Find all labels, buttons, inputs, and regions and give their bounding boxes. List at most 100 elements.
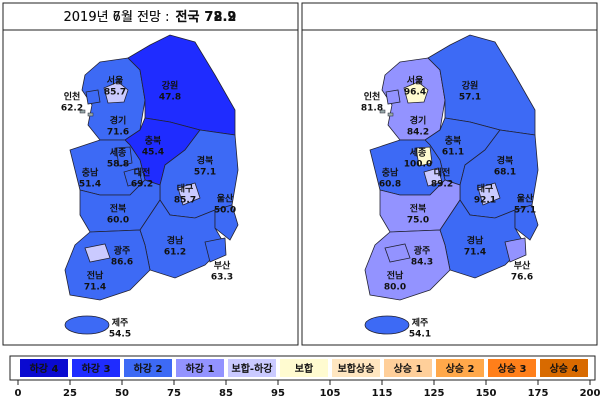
region-name: 대전: [434, 167, 451, 179]
region-value: 71.6: [107, 128, 129, 138]
legend-swatch: [384, 359, 432, 377]
region: [214, 204, 239, 241]
region-value: 71.4: [464, 248, 486, 258]
legend-tick-label: 85: [219, 388, 233, 399]
legend-swatch: [332, 359, 380, 377]
legend-tick-label: 50: [115, 388, 129, 399]
legend-label: 상승 4: [550, 362, 579, 375]
title-text: 2019년 6월 전망 :: [64, 10, 170, 25]
legend-swatch: [20, 359, 68, 377]
region-value: 76.6: [511, 273, 533, 283]
region-name: 전남: [387, 270, 404, 282]
legend-swatch: [280, 359, 328, 377]
region-value: 81.8: [361, 104, 383, 114]
national-name: 전국: [175, 9, 199, 25]
legend-tick-label: 25: [63, 388, 77, 399]
region: [504, 237, 527, 263]
panel-title: 2019년 7월 전망 : 전국 78.2: [64, 9, 237, 25]
region-value: 84.3: [411, 258, 433, 268]
region-name: 서울: [107, 75, 124, 87]
region-value: 57.1: [514, 206, 536, 216]
legend-label: 상승 1: [394, 362, 423, 375]
region-name: 서울: [407, 75, 424, 87]
legend-tick-label: 0: [15, 388, 22, 399]
region-value: 71.4: [84, 283, 106, 293]
island: [379, 109, 386, 114]
legend-tick-label: 95: [271, 388, 285, 399]
legend-swatch: [436, 359, 484, 377]
region-name: 충북: [445, 135, 462, 147]
region-name: 광주: [114, 245, 131, 257]
region-name: 제주: [412, 317, 429, 329]
legend-label: 보합-하강: [232, 362, 274, 375]
region: [477, 182, 501, 206]
region-value: 62.2: [61, 104, 83, 114]
region-name: 부산: [214, 260, 231, 272]
national-value: 78.2: [204, 10, 236, 25]
legend-swatch: [488, 359, 536, 377]
region-name: 인천: [364, 92, 381, 103]
legend-label: 하강 4: [30, 362, 59, 375]
legend-tick-label: 105: [320, 388, 341, 399]
region: [364, 229, 451, 301]
legend-tick-label: 115: [372, 388, 393, 399]
region-name: 경기: [410, 115, 427, 127]
region-name: 제주: [112, 317, 129, 329]
region-value: 57.1: [459, 93, 481, 103]
region-value: 60.8: [379, 180, 401, 190]
region-value: 57.1: [194, 168, 216, 178]
region: [103, 81, 129, 104]
island: [79, 109, 86, 114]
region: [423, 167, 443, 187]
region: [84, 243, 111, 263]
legend-label: 보합상승: [338, 362, 375, 375]
region-value: 68.1: [494, 168, 516, 178]
region-value: 60.0: [107, 216, 129, 226]
region: [123, 167, 143, 187]
region-value: 86.6: [111, 258, 133, 268]
panel-title: 2019년 6월 전망 : 전국 72.9: [64, 9, 237, 25]
region-value: 89.2: [431, 180, 453, 190]
title-text: 2019년 7월 전망 :: [64, 10, 170, 25]
region-name: 대전: [134, 167, 151, 179]
region-name: 전북: [110, 203, 127, 215]
region-name: 충남: [82, 167, 99, 179]
legend-tick-label: 125: [424, 388, 445, 399]
island: [87, 112, 94, 117]
region: [115, 146, 133, 167]
region: [415, 146, 433, 167]
legend-swatch: [124, 359, 172, 377]
region-name: 경북: [497, 155, 514, 167]
legend-label: 보합: [295, 362, 314, 375]
region-value: 61.1: [442, 148, 464, 158]
region: [403, 81, 429, 104]
legend-label: 하강 2: [134, 362, 163, 375]
legend-tick-label: 150: [476, 388, 497, 399]
region-value: 54.5: [109, 330, 131, 340]
region-name: 강원: [462, 80, 479, 92]
legend-swatch: [540, 359, 588, 377]
region: [204, 237, 227, 263]
region-value: 100.0: [404, 160, 432, 170]
region-value: 47.8: [159, 93, 181, 103]
region-value: 92.1: [474, 196, 496, 206]
region-name: 대구: [477, 183, 494, 195]
region-value: 75.0: [407, 216, 429, 226]
panel-frame: [2, 2, 299, 346]
region-name: 충남: [382, 167, 399, 179]
national-name: 전국: [175, 9, 199, 25]
island: [387, 112, 394, 117]
region-name: 울산: [217, 193, 234, 205]
region-value: 45.4: [142, 148, 164, 158]
region-value: 63.3: [211, 273, 233, 283]
panel-frame: [301, 2, 598, 346]
legend-tick-label: 75: [167, 388, 181, 399]
region-name: 세종: [110, 147, 127, 159]
legend-swatch: [72, 359, 120, 377]
region-value: 80.0: [384, 283, 406, 293]
legend-swatch: [228, 359, 276, 377]
region-name: 강원: [162, 80, 179, 92]
region-name: 전남: [87, 270, 104, 282]
region-name: 부산: [514, 260, 531, 272]
